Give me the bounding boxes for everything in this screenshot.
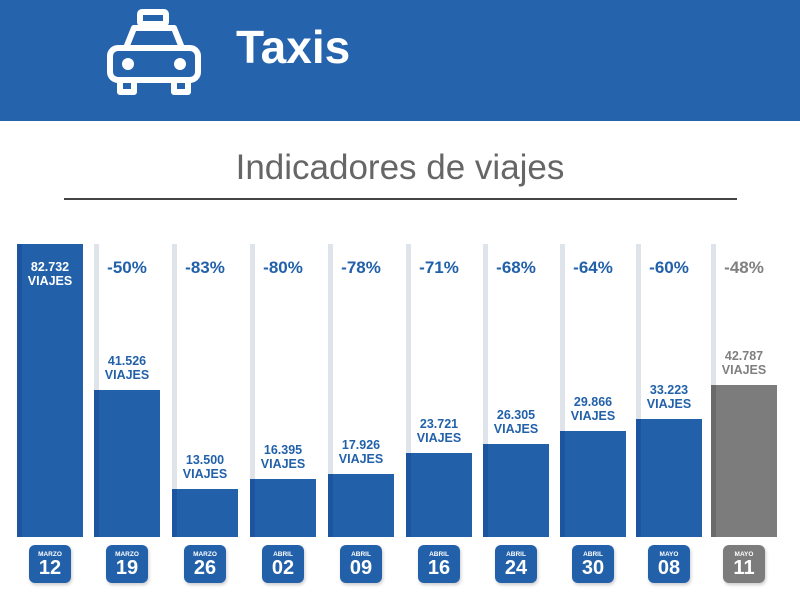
value-unit: VIAJES bbox=[104, 368, 150, 382]
value-number: 17.926 bbox=[341, 438, 381, 452]
chart-title: Indicadores de viajes bbox=[235, 148, 565, 187]
value-number: 41.526 bbox=[107, 354, 147, 368]
value-label: 26.305 VIAJES bbox=[483, 408, 549, 436]
date-month: MARZO bbox=[115, 551, 139, 558]
bar-column: -71% 23.721 VIAJES bbox=[406, 244, 472, 537]
date-month: MAYO bbox=[659, 551, 679, 558]
date-month: ABRIL bbox=[506, 551, 526, 558]
taxi-icon bbox=[107, 9, 201, 95]
bar bbox=[483, 444, 549, 537]
bar-column: -78% 17.926 VIAJES bbox=[328, 244, 394, 537]
change-label: -78% bbox=[341, 258, 381, 277]
bar-column: -68% 26.305 VIAJES bbox=[483, 244, 549, 537]
value-unit: VIAJES bbox=[260, 457, 306, 471]
date-badge: ABRIL 09 bbox=[340, 545, 382, 583]
header-title: Taxis bbox=[236, 21, 351, 73]
value-unit: VIAJES bbox=[416, 431, 462, 445]
bar-column: -60% 33.223 VIAJES bbox=[636, 244, 702, 537]
change-label: -68% bbox=[496, 258, 536, 277]
date-badge: MARZO 26 bbox=[184, 545, 226, 583]
bar-column: -48% 42.787 VIAJES bbox=[711, 244, 777, 537]
date-day: 30 bbox=[581, 557, 605, 579]
bar-column: -64% 29.866 VIAJES bbox=[560, 244, 626, 537]
value-label: 41.526 VIAJES bbox=[94, 354, 160, 382]
date-day: 02 bbox=[271, 557, 295, 579]
value-number: 16.395 bbox=[263, 443, 303, 457]
date-badge: ABRIL 16 bbox=[418, 545, 460, 583]
value-label: 42.787 VIAJES bbox=[711, 349, 777, 377]
value-unit: VIAJES bbox=[646, 397, 692, 411]
bar-column: 82.732 VIAJES bbox=[17, 244, 83, 537]
date-badge: ABRIL 24 bbox=[495, 545, 537, 583]
value-number: 33.223 bbox=[649, 383, 689, 397]
value-number: 42.787 bbox=[724, 349, 764, 363]
value-number: 82.732 bbox=[30, 260, 70, 274]
change-label: -71% bbox=[419, 258, 459, 277]
value-unit: VIAJES bbox=[721, 363, 767, 377]
bar-column: -83% 13.500 VIAJES bbox=[172, 244, 238, 537]
bar bbox=[94, 390, 160, 537]
change-label: -83% bbox=[185, 258, 225, 277]
value-unit: VIAJES bbox=[27, 274, 73, 288]
value-label: 16.395 VIAJES bbox=[250, 443, 316, 471]
date-day: 19 bbox=[115, 557, 139, 579]
bar bbox=[560, 431, 626, 537]
bar bbox=[250, 479, 316, 537]
value-unit: VIAJES bbox=[570, 409, 616, 423]
bar bbox=[17, 244, 83, 537]
value-unit: VIAJES bbox=[182, 467, 228, 481]
date-day: 12 bbox=[38, 557, 62, 579]
bar bbox=[328, 474, 394, 537]
bar bbox=[172, 489, 238, 537]
value-number: 29.866 bbox=[573, 395, 613, 409]
date-badge: ABRIL 02 bbox=[262, 545, 304, 583]
value-number: 26.305 bbox=[496, 408, 536, 422]
date-day: 16 bbox=[427, 557, 451, 579]
date-month: ABRIL bbox=[351, 551, 371, 558]
bar-column: -80% 16.395 VIAJES bbox=[250, 244, 316, 537]
value-label: 17.926 VIAJES bbox=[328, 438, 394, 466]
date-badge: MAYO 11 bbox=[723, 545, 765, 583]
change-label: -80% bbox=[263, 258, 303, 277]
date-day: 26 bbox=[193, 557, 217, 579]
date-day: 09 bbox=[349, 557, 373, 579]
date-badge: ABRIL 30 bbox=[572, 545, 614, 583]
bar bbox=[636, 419, 702, 537]
value-label: 13.500 VIAJES bbox=[172, 453, 238, 481]
date-badge: MARZO 19 bbox=[106, 545, 148, 583]
value-label: 29.866 VIAJES bbox=[560, 395, 626, 423]
value-unit: VIAJES bbox=[338, 452, 384, 466]
change-label: -64% bbox=[573, 258, 613, 277]
date-badge: MAYO 08 bbox=[648, 545, 690, 583]
date-badge: MARZO 12 bbox=[29, 545, 71, 583]
date-month: ABRIL bbox=[429, 551, 449, 558]
change-label: -50% bbox=[107, 258, 147, 277]
date-day: 11 bbox=[733, 557, 755, 579]
date-month: MAYO bbox=[734, 551, 754, 558]
bar-column: -50% 41.526 VIAJES bbox=[94, 244, 160, 537]
date-month: ABRIL bbox=[273, 551, 293, 558]
date-month: ABRIL bbox=[583, 551, 603, 558]
value-label: 23.721 VIAJES bbox=[406, 417, 472, 445]
header: Taxis bbox=[0, 0, 800, 121]
date-day: 08 bbox=[657, 557, 681, 579]
value-number: 23.721 bbox=[419, 417, 459, 431]
change-label: -60% bbox=[649, 258, 689, 277]
date-month: MARZO bbox=[38, 551, 62, 558]
bar bbox=[406, 453, 472, 537]
value-label: 33.223 VIAJES bbox=[636, 383, 702, 411]
change-label: -48% bbox=[724, 258, 764, 277]
value-number: 13.500 bbox=[185, 453, 225, 467]
title-divider bbox=[64, 198, 737, 200]
value-unit: VIAJES bbox=[493, 422, 539, 436]
value-label: 82.732 VIAJES bbox=[17, 260, 83, 288]
bar bbox=[711, 385, 777, 537]
date-day: 24 bbox=[504, 557, 528, 579]
date-month: MARZO bbox=[193, 551, 217, 558]
